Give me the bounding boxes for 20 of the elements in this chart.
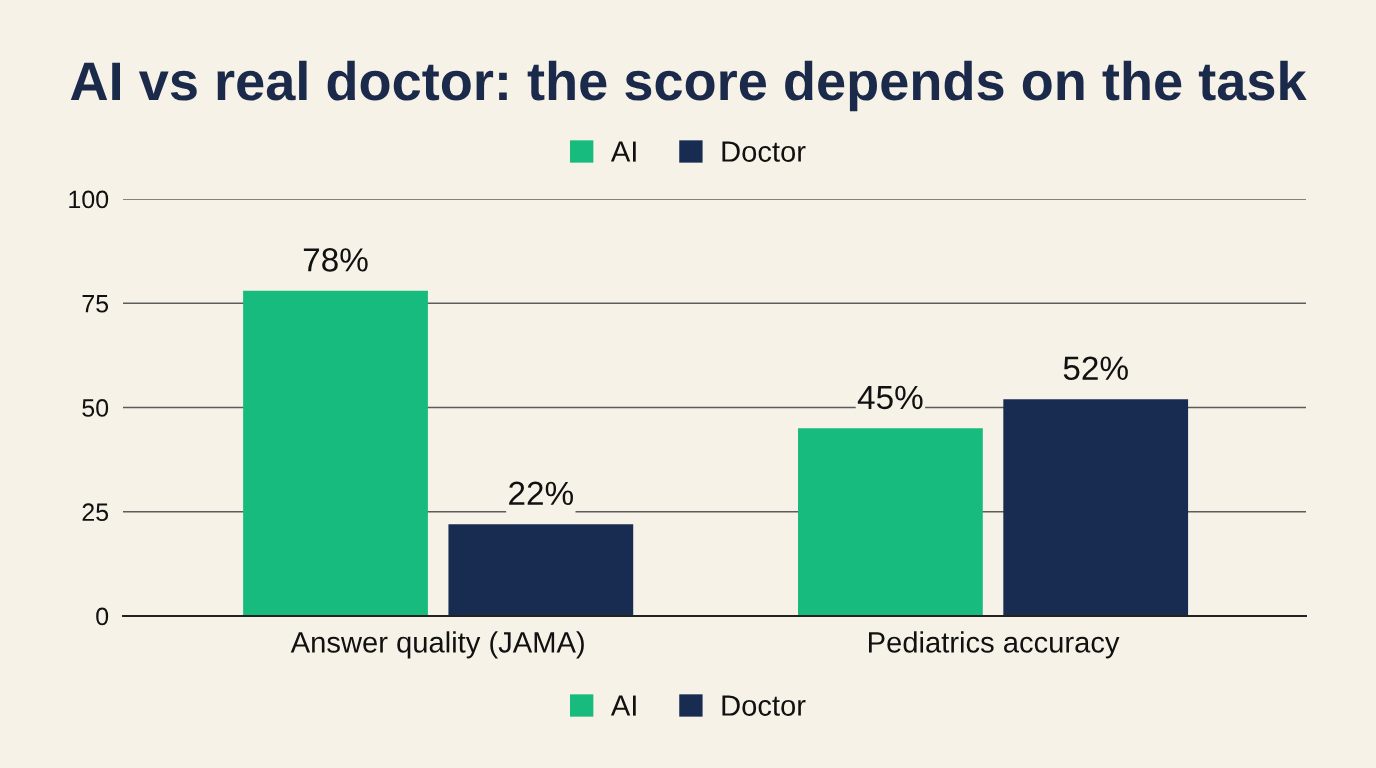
legend-label: AI (610, 695, 636, 716)
x-tick-label: Pediatrics accuracy (869, 631, 1120, 659)
data-label: 78% (303, 248, 368, 272)
y-tick-label: 25 (82, 503, 109, 522)
legend-label: Doctor (722, 695, 806, 716)
bar (1003, 399, 1189, 616)
bar (798, 428, 983, 616)
data-label: 52% (1063, 356, 1128, 381)
text: Doctor (722, 141, 806, 162)
text: AI (610, 141, 636, 162)
data-label: 22% (509, 481, 573, 506)
chart-title: AI vs real doctor: the score depends on the task (70, 60, 1307, 112)
bar (448, 524, 634, 616)
data-label: 45% (857, 385, 923, 410)
x-tick-label: Answer quality (JAMA) (290, 631, 584, 659)
y-tick-label: 100 (69, 190, 109, 209)
y-tick-label: 0 (96, 607, 109, 626)
bar (243, 290, 428, 616)
y-tick-label: 50 (82, 399, 109, 417)
y-tick-label: 75 (82, 295, 109, 313)
